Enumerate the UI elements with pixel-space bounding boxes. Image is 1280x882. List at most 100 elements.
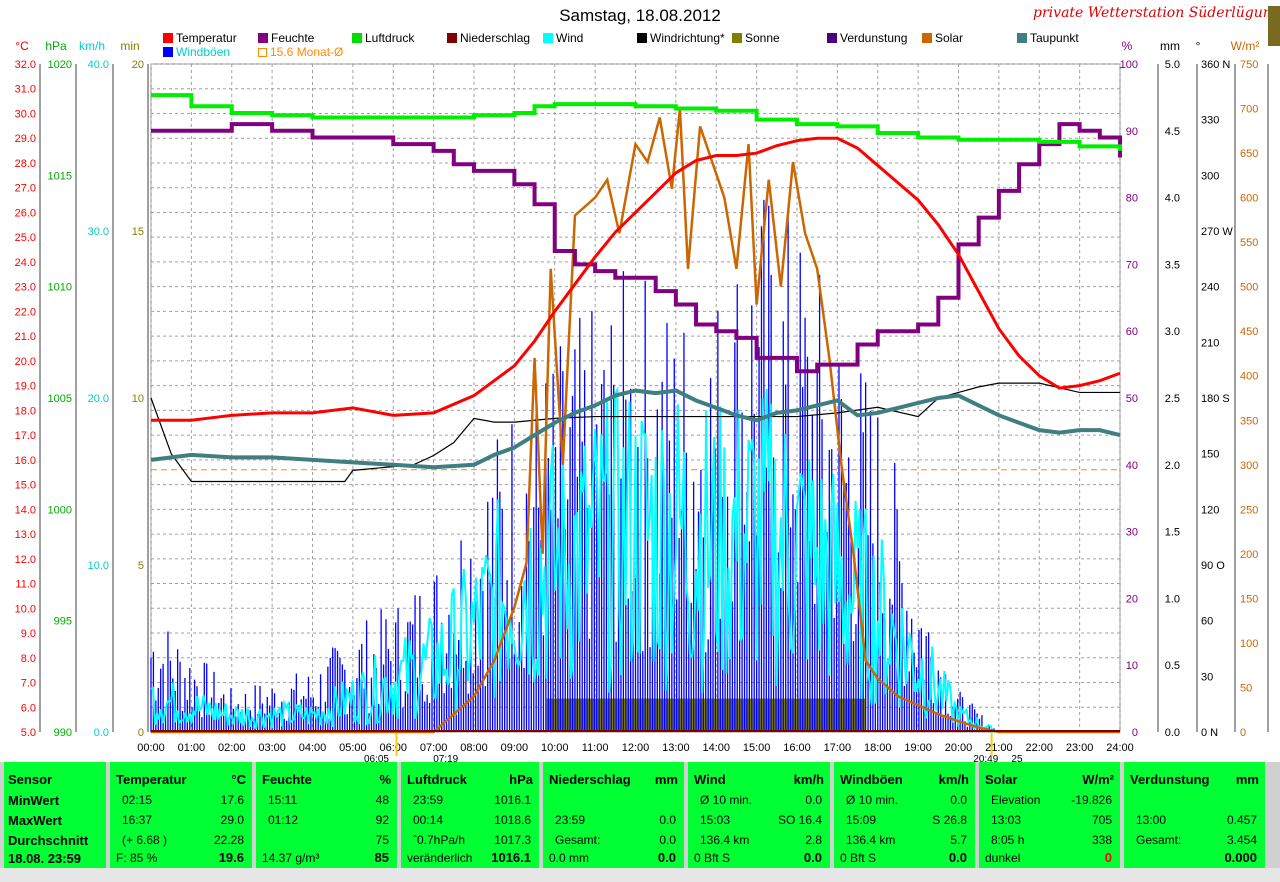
tick-label-temp: 24.0: [15, 257, 36, 269]
tick-label-temp: 25.0: [15, 232, 36, 244]
tick-label-sun: 20: [132, 59, 144, 71]
legend-label: Temperatur: [176, 31, 237, 45]
tick-label-temp: 22.0: [15, 306, 36, 318]
panel-cell-value: 1018.6: [494, 813, 531, 827]
tick-label-temp: 29.0: [15, 133, 36, 145]
tick-label-direction: 90 O: [1201, 560, 1225, 572]
panel-cell-value: 29.0: [220, 813, 244, 827]
tick-label-wind: 20.0: [88, 393, 109, 405]
legend-swatch: [163, 47, 173, 57]
legend-item: Sonne: [732, 31, 780, 45]
chart-title: Samstag, 18.08.2012: [559, 6, 721, 25]
panel-cell-value: SO 16.4: [777, 813, 822, 827]
legend-item: Windböen: [163, 45, 230, 59]
tick-label-solar: 750: [1240, 59, 1258, 71]
tick-label-temp: 7.0: [21, 678, 36, 690]
tick-label-time: 03:00: [258, 742, 286, 754]
panel-cell-value: 1016.1: [494, 793, 531, 807]
tick-label-rain: 1.0: [1165, 593, 1180, 605]
tick-label-solar: 300: [1240, 460, 1258, 472]
tick-label-direction: 60: [1201, 616, 1213, 628]
legend-label: 15.6 Monat-Ø: [270, 45, 344, 59]
tick-label-temp: 10.0: [15, 603, 36, 615]
axis-unit-sun: min: [120, 39, 139, 53]
panel-luftdruck: Luftdruck hPa 23:59 1016.1 00:14 1018.6 ˆ0.7hP…: [401, 762, 539, 868]
panel-cell-value: 48: [375, 793, 389, 807]
panel-cell-label: 16:37: [122, 813, 153, 827]
tick-label-time: 00:00: [137, 742, 165, 754]
tick-label-humidity: 10: [1126, 660, 1138, 672]
panel-cell-label: 15:11: [268, 793, 298, 807]
tick-label-rain: 5.0: [1165, 59, 1180, 71]
panel-cell-value: 338: [1091, 833, 1112, 847]
tick-label-rain: 0.5: [1165, 660, 1180, 672]
panel-cell-value: S 26.8: [932, 813, 967, 827]
tick-label-direction: 210: [1201, 337, 1219, 349]
legend-swatch: [827, 33, 837, 43]
series-luftdruck: [151, 93, 1122, 151]
legend-label: Solar: [935, 31, 964, 45]
panel-unit: km/h: [793, 772, 824, 787]
tick-label-solar: 100: [1240, 638, 1258, 650]
tick-label-direction: 120: [1201, 504, 1219, 516]
axis-unit-rain: mm: [1160, 39, 1180, 53]
tick-label-temp: 26.0: [15, 207, 36, 219]
tick-label-pressure: 995: [54, 616, 72, 628]
axis-unit-humidity: %: [1122, 39, 1133, 53]
panel-cell-value: 1017.3: [494, 833, 531, 847]
panel-cell-label: Ø 10 min.: [846, 793, 899, 807]
panel-cell-label: 15:09: [846, 813, 877, 827]
panel-unit: %: [379, 772, 391, 787]
tick-label-temp: 31.0: [15, 84, 36, 96]
tick-label-solar: 350: [1240, 415, 1258, 427]
tick-label-humidity: 60: [1126, 326, 1138, 338]
tick-label-pressure: 1010: [48, 282, 72, 294]
panel-cell-label: veränderlich: [407, 851, 473, 865]
tick-label-temp: 20.0: [15, 356, 36, 368]
sunset-label: 20:49: [973, 754, 998, 762]
panel-cell-label: 13:00: [1136, 813, 1167, 827]
panel-solar: Solar W/m² Elevation -19.826 13:03 705 8:05 h 3…: [979, 762, 1120, 868]
panel-unit: °C: [231, 772, 246, 787]
panel-cell-label: 136.4 km: [700, 833, 750, 847]
panel-cell-label: 14.37 g/m³: [262, 851, 320, 865]
row-label: MinWert: [8, 793, 60, 808]
panel-niederschlag: Niederschlag mm 23:59 0.0 Gesamt: 0.0 0.0 mm 0.…: [543, 762, 684, 868]
tick-label-time: 02:00: [218, 742, 246, 754]
legend-label: Windböen: [176, 45, 231, 59]
panel-cell-label: 13:03: [991, 813, 1022, 827]
tick-label-direction: 300: [1201, 170, 1219, 182]
panel-head: Windböen: [840, 772, 903, 787]
tick-label-rain: 1.5: [1165, 527, 1180, 539]
panel-head: Sensor: [8, 772, 53, 787]
axis-unit-wind: km/h: [79, 39, 105, 53]
row-label: 18.08. 23:59: [8, 851, 82, 866]
legend-swatch: [258, 48, 267, 57]
legend-item: Temperatur: [163, 31, 237, 45]
tick-label-temp: 28.0: [15, 158, 36, 170]
panel-unit: hPa: [509, 772, 533, 787]
weather-chart: °C hPa km/h min% mm ° W/m² 5.0 6.0 7.0 8.0 9.0 10.0 1…: [15, 39, 1269, 762]
panel-cell-value: 0.0: [657, 850, 676, 865]
legend-label: Niederschlag: [460, 31, 531, 45]
sunrise-bf-label: 07:19: [433, 754, 458, 762]
tick-label-temp: 17.0: [15, 430, 36, 442]
tick-label-solar: 550: [1240, 237, 1258, 249]
tick-label-time: 11:00: [582, 742, 609, 754]
tick-label-pressure: 990: [54, 727, 72, 739]
tick-label-humidity: 100: [1120, 59, 1138, 71]
tick-label-sun: 5: [138, 560, 144, 572]
side-color-swatch: [1268, 6, 1280, 46]
legend-label: Verdunstung: [840, 31, 908, 45]
tick-label-temp: 6.0: [21, 702, 36, 714]
panel-cell-value: 0.000: [1224, 850, 1257, 865]
panel-cell-label: 0 Bft S: [694, 851, 731, 865]
panel-cell-label: (+ 6.68 ): [122, 833, 168, 847]
tick-label-rain: 4.0: [1165, 193, 1180, 205]
tick-label-humidity: 80: [1126, 193, 1138, 205]
panel-feuchte: Feuchte% 15:11 48 01:12 92 75 14.37 g/m³ 85: [256, 762, 397, 868]
legend-item: Wind: [543, 31, 583, 45]
panel-cell-value: 0: [1104, 850, 1112, 865]
legend-label: Windrichtung*: [650, 31, 725, 45]
tick-label-time: 01:00: [178, 742, 206, 754]
